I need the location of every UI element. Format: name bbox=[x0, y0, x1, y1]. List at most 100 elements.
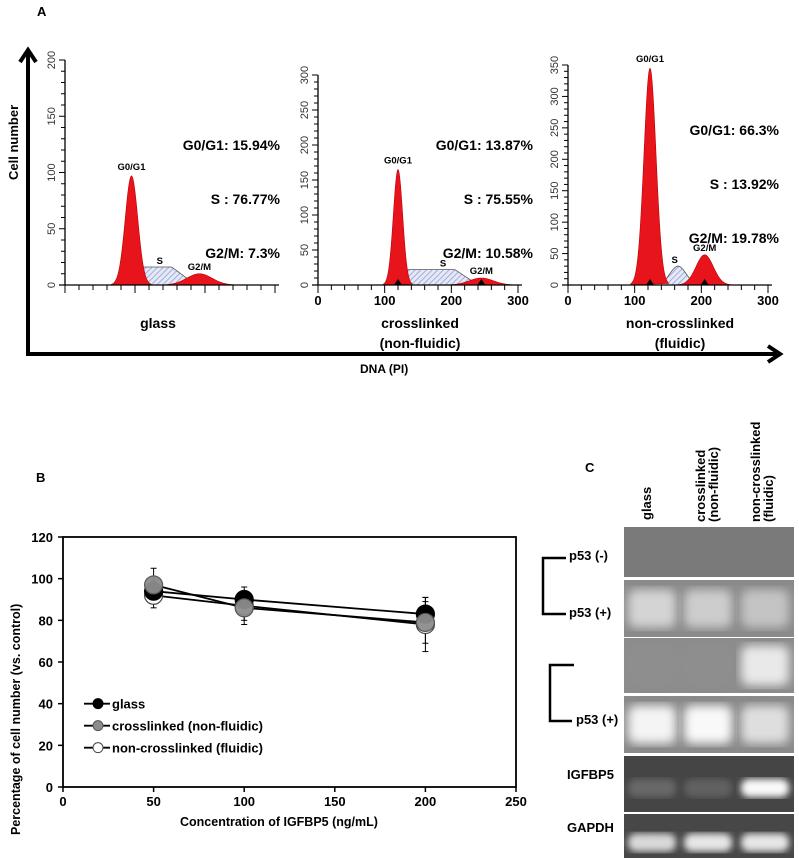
panel-a-svg: 0 50 100 150 200 G0/G1 S G2/M 0 50 100 150 200 250 300… bbox=[18, 46, 784, 364]
gel-row-2 bbox=[624, 638, 794, 693]
lane-label-crosslinked-line2: (non-fluidic) bbox=[706, 446, 721, 522]
y-tick-label: 80 bbox=[39, 613, 53, 628]
crosslinked-condition-label: crosslinked (non-fluidic) bbox=[365, 313, 475, 353]
legend-label: crosslinked (non-fluidic) bbox=[112, 719, 263, 734]
gel-row-1 bbox=[624, 580, 794, 637]
g0g1-peak bbox=[111, 175, 152, 286]
gel-band bbox=[684, 705, 732, 744]
glass-condition-label: glass bbox=[140, 315, 176, 331]
x-tick-label: 100 bbox=[374, 293, 396, 308]
gel-band bbox=[628, 779, 676, 797]
non-crosslinked-label-line1: non-crosslinked bbox=[625, 315, 735, 331]
cell-number-arrowhead bbox=[18, 46, 38, 64]
gel-band bbox=[684, 645, 732, 686]
legend-marker-icon bbox=[92, 698, 104, 710]
legend-label: glass bbox=[112, 697, 145, 712]
glass-g0g1-stat: G0/G1: 15.94% bbox=[182, 137, 280, 153]
histogram-0: 0 50 100 150 200 G0/G1 S G2/M bbox=[46, 51, 279, 293]
peak-marker-icon bbox=[477, 279, 486, 285]
peak-marker-icon bbox=[700, 279, 709, 285]
y-tick-label: 120 bbox=[31, 530, 53, 545]
y-tick-label: 350 bbox=[549, 56, 561, 74]
g0g1-peak bbox=[382, 169, 414, 286]
histogram-1: 0 50 100 150 200 250 300 0 100 200 300 G0/G1 S G2/M bbox=[299, 66, 529, 308]
legend-marker-icon bbox=[92, 720, 104, 732]
panel-b-letter: B bbox=[36, 470, 46, 485]
x-tick-label: 150 bbox=[324, 794, 346, 809]
gel-image-svg bbox=[541, 527, 794, 858]
non-crosslinked-g0g1-stat: G0/G1: 66.3% bbox=[689, 122, 780, 138]
gel-band bbox=[684, 589, 732, 628]
panel-b-x-axis-title: Concentration of IGFBP5 (ng/mL) bbox=[180, 815, 378, 829]
panel-a-letter: A bbox=[37, 4, 47, 19]
y-tick-label: 200 bbox=[549, 150, 561, 168]
s-phase-label: S bbox=[440, 259, 446, 270]
bracket-2 bbox=[548, 663, 574, 723]
y-tick-label: 200 bbox=[46, 51, 58, 69]
peak-marker-icon bbox=[394, 279, 402, 285]
gel-row-label-igfbp5: IGFBP5 bbox=[567, 767, 614, 782]
x-tick-label: 300 bbox=[507, 293, 529, 308]
y-tick-label: 100 bbox=[31, 572, 53, 587]
crosslinked-g0g1-stat: G0/G1: 13.87% bbox=[435, 137, 533, 153]
g0g1-peak-label: G0/G1 bbox=[384, 156, 413, 167]
y-tick-label: 50 bbox=[549, 247, 561, 259]
gel-row-label-p53-pos-2: p53 (+) bbox=[576, 712, 619, 727]
legend-marker-icon bbox=[92, 742, 104, 754]
y-tick-label: 40 bbox=[39, 697, 53, 712]
y-tick-label: 20 bbox=[39, 738, 53, 753]
bracket-1 bbox=[541, 556, 566, 616]
crosslinked-g2m-stat: G2/M: 10.58% bbox=[442, 245, 533, 261]
g2m-peak bbox=[678, 254, 731, 286]
gel-row-label-p53-pos-1: p53 (+) bbox=[569, 605, 612, 620]
crosslinked-phase-stats: G0/G1: 13.87% S : 75.55% G2/M: 10.58% bbox=[410, 100, 533, 280]
y-tick-label: 300 bbox=[299, 66, 311, 84]
non-crosslinked-s-stat: S : 13.92% bbox=[709, 176, 779, 192]
x-tick-label: 50 bbox=[146, 794, 160, 809]
y-tick-label: 200 bbox=[299, 136, 311, 154]
gel-band bbox=[741, 645, 789, 686]
s-phase-label: S bbox=[671, 255, 677, 266]
g2m-peak-label: G2/M bbox=[470, 266, 493, 277]
g2m-peak bbox=[161, 273, 238, 286]
data-point bbox=[234, 598, 254, 618]
gel-row-background bbox=[624, 527, 794, 577]
y-tick-label: 100 bbox=[549, 213, 561, 231]
x-tick-label: 100 bbox=[624, 293, 646, 308]
g2m-peak-label: G2/M bbox=[693, 243, 716, 254]
dna-arrowhead bbox=[766, 344, 784, 364]
crosslinked-s-stat: S : 75.55% bbox=[463, 191, 533, 207]
histogram-2: 0 50 100 150 200 250 300 350 0 100 200 300 G0/G1 S G2/… bbox=[549, 54, 779, 308]
y-tick-label: 150 bbox=[299, 171, 311, 189]
gel-band bbox=[741, 705, 789, 744]
x-tick-label: 0 bbox=[564, 293, 571, 308]
gel-band bbox=[741, 833, 789, 852]
non-crosslinked-phase-stats: G0/G1: 66.3% S : 13.92% G2/M: 19.78% bbox=[660, 85, 779, 265]
y-tick-label: 60 bbox=[39, 655, 53, 670]
x-tick-label: 200 bbox=[690, 293, 712, 308]
panel-c-letter: C bbox=[585, 460, 595, 475]
crosslinked-label-line2: (non-fluidic) bbox=[379, 335, 461, 351]
g0g1-peak bbox=[630, 67, 670, 286]
non-crosslinked-label-line2: (fluidic) bbox=[654, 335, 706, 351]
y-tick-label: 0 bbox=[299, 282, 311, 288]
gel-band bbox=[684, 833, 732, 852]
gel-band bbox=[628, 589, 676, 628]
gel-band bbox=[741, 779, 789, 797]
y-tick-label: 0 bbox=[549, 282, 561, 288]
x-tick-label: 100 bbox=[233, 794, 255, 809]
cell-number-axis-title: Cell number bbox=[6, 104, 21, 180]
gel-band bbox=[628, 705, 676, 744]
lane-label-non-crosslinked-line2: (fluidic) bbox=[761, 475, 776, 522]
gel-row-label-p53-neg: p53 (-) bbox=[569, 548, 608, 563]
glass-phase-stats: G0/G1: 15.94% S : 76.77% G2/M: 7.3% bbox=[160, 100, 280, 280]
y-tick-label: 250 bbox=[549, 119, 561, 137]
y-tick-label: 0 bbox=[46, 282, 58, 288]
lane-label-non-crosslinked: non-crosslinked (fluidic) bbox=[748, 422, 776, 522]
gel-row-4 bbox=[624, 756, 794, 812]
panel-b-svg: 0 20 40 60 80 100 120 0 50 100 150 200 250 glass cross… bbox=[31, 530, 527, 809]
s-phase-label: S bbox=[157, 256, 163, 267]
y-tick-label: 300 bbox=[549, 87, 561, 105]
data-point bbox=[415, 612, 435, 633]
dna-axis-title: DNA (PI) bbox=[360, 362, 409, 376]
